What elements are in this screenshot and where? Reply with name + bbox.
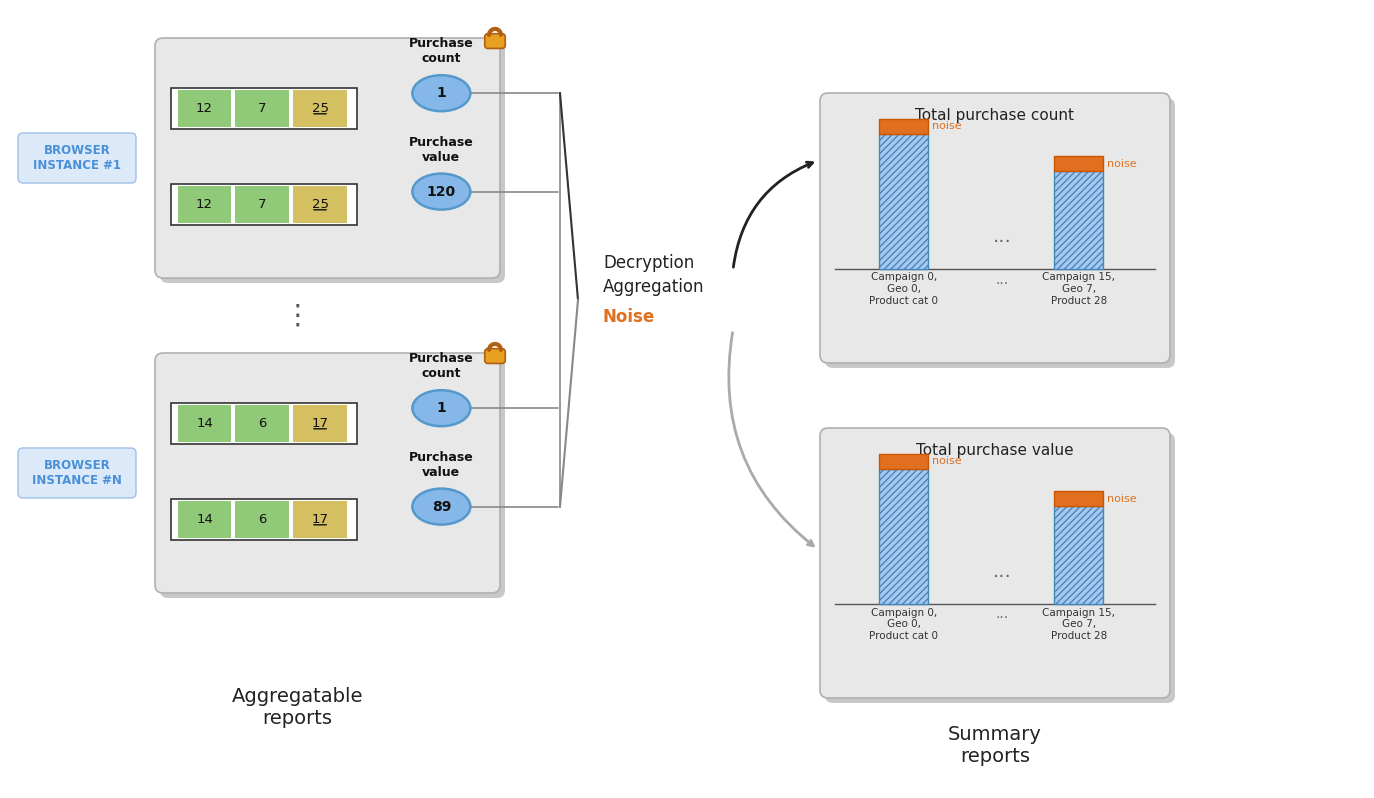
Bar <box>170 184 357 225</box>
FancyBboxPatch shape <box>18 448 136 498</box>
Text: Campaign 0,
Geo 0,
Product cat 0: Campaign 0, Geo 0, Product cat 0 <box>870 272 938 306</box>
FancyBboxPatch shape <box>18 133 136 183</box>
Text: 7: 7 <box>258 198 267 211</box>
Bar <box>177 187 231 223</box>
Text: 17: 17 <box>312 513 328 527</box>
Text: 1: 1 <box>437 86 447 101</box>
Text: 17: 17 <box>312 417 328 430</box>
Text: Purchase
count: Purchase count <box>409 38 474 65</box>
Text: ⋮: ⋮ <box>283 302 312 330</box>
Bar <box>235 187 290 223</box>
Text: 25: 25 <box>312 102 328 115</box>
Ellipse shape <box>412 488 470 524</box>
Bar <box>293 90 348 127</box>
Text: 7: 7 <box>258 102 267 115</box>
Bar <box>293 405 348 442</box>
Bar <box>879 453 929 468</box>
Bar <box>879 119 929 133</box>
Text: BROWSER
INSTANCE #1: BROWSER INSTANCE #1 <box>33 144 121 172</box>
FancyBboxPatch shape <box>485 34 506 49</box>
Text: 6: 6 <box>258 417 267 430</box>
Text: 14: 14 <box>196 417 213 430</box>
Text: BROWSER
INSTANCE #N: BROWSER INSTANCE #N <box>32 459 122 487</box>
Ellipse shape <box>412 174 470 210</box>
Bar <box>177 405 231 442</box>
FancyBboxPatch shape <box>820 93 1171 363</box>
Bar <box>170 500 357 540</box>
Bar <box>170 404 357 444</box>
FancyBboxPatch shape <box>824 433 1175 703</box>
Text: 14: 14 <box>196 513 213 527</box>
Bar <box>1054 506 1103 603</box>
Text: Total purchase value: Total purchase value <box>916 443 1074 458</box>
FancyBboxPatch shape <box>155 353 500 593</box>
Text: ...: ... <box>992 562 1011 581</box>
Text: Noise: Noise <box>603 308 655 326</box>
Ellipse shape <box>412 390 470 426</box>
Text: noise: noise <box>1107 159 1138 169</box>
Text: noise: noise <box>933 121 962 131</box>
Text: Campaign 0,
Geo 0,
Product cat 0: Campaign 0, Geo 0, Product cat 0 <box>870 607 938 641</box>
Bar <box>1054 156 1103 172</box>
Text: Campaign 15,
Geo 7,
Product 28: Campaign 15, Geo 7, Product 28 <box>1043 607 1116 641</box>
FancyBboxPatch shape <box>824 98 1175 368</box>
Text: 120: 120 <box>427 184 456 199</box>
Text: Decryption
Aggregation: Decryption Aggregation <box>603 254 705 296</box>
Text: 25: 25 <box>312 198 328 211</box>
Bar <box>235 501 290 538</box>
Text: 12: 12 <box>196 198 213 211</box>
Text: ...: ... <box>992 227 1011 246</box>
Text: noise: noise <box>1107 494 1138 504</box>
Bar <box>293 187 348 223</box>
Text: ...: ... <box>995 272 1009 286</box>
Bar <box>177 501 231 538</box>
Text: Purchase
count: Purchase count <box>409 352 474 380</box>
FancyBboxPatch shape <box>155 38 500 278</box>
Text: ...: ... <box>995 607 1009 622</box>
Bar <box>1054 492 1103 506</box>
Text: 89: 89 <box>431 500 451 514</box>
Bar <box>293 501 348 538</box>
FancyBboxPatch shape <box>820 428 1171 698</box>
Text: 1: 1 <box>437 401 447 415</box>
FancyBboxPatch shape <box>485 349 506 363</box>
Text: Purchase
value: Purchase value <box>409 451 474 479</box>
Bar <box>170 89 357 129</box>
Ellipse shape <box>412 75 470 111</box>
Bar <box>235 405 290 442</box>
Text: Total purchase count: Total purchase count <box>915 108 1074 123</box>
Text: 12: 12 <box>196 102 213 115</box>
Text: noise: noise <box>933 456 962 466</box>
Bar <box>879 468 929 603</box>
Bar <box>879 133 929 268</box>
Bar <box>235 90 290 127</box>
Text: Campaign 15,
Geo 7,
Product 28: Campaign 15, Geo 7, Product 28 <box>1043 272 1116 306</box>
Bar <box>1054 172 1103 268</box>
Bar <box>177 90 231 127</box>
Text: Purchase
value: Purchase value <box>409 136 474 164</box>
Text: Aggregatable
reports: Aggregatable reports <box>232 688 363 729</box>
FancyBboxPatch shape <box>159 43 506 283</box>
FancyBboxPatch shape <box>159 358 506 598</box>
Text: Summary
reports: Summary reports <box>948 725 1041 767</box>
Text: 6: 6 <box>258 513 267 527</box>
